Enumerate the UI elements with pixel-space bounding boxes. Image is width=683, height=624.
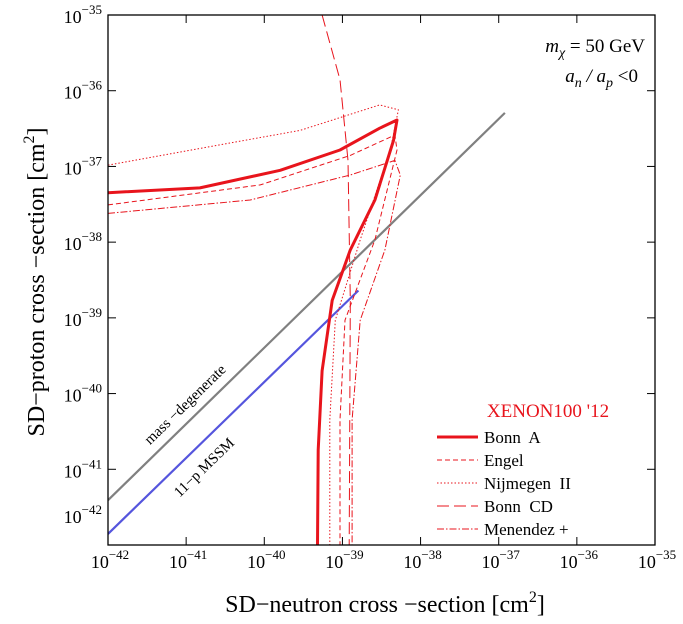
x-tick-label: 10−41: [169, 547, 207, 572]
x-tick-label: 10−39: [325, 547, 363, 572]
y-tick-label: 10−36: [64, 78, 103, 103]
reference-line: [108, 289, 360, 535]
mass-annotation: mχ = 50 GeV: [545, 36, 645, 61]
x-tick-label: 10−36: [560, 547, 599, 572]
plot-frame: [107, 14, 656, 546]
legend-label: Bonn CD: [484, 497, 553, 516]
series-line: [108, 159, 401, 545]
annotation-part: a: [565, 66, 575, 87]
x-axis-label-sup: 2: [529, 589, 537, 606]
series-line: [108, 134, 398, 545]
x-tick-label: 10−40: [247, 547, 285, 572]
y-axis-label: SD−proton cross −section [cm2]: [21, 127, 50, 436]
annotation-part: / a: [582, 66, 606, 87]
x-tick-label: 10−37: [482, 547, 521, 572]
y-axis-label-sup: 2: [21, 135, 38, 143]
ratio-annotation: an / ap <0: [565, 66, 638, 91]
legend-label: Engel: [484, 451, 524, 470]
legend-title: XENON100 '12: [487, 401, 609, 422]
y-tick-label: 10−42: [64, 502, 102, 527]
series-line: [108, 118, 399, 545]
y-tick-label: 10−39: [64, 305, 102, 330]
y-axis-label-text: SD−proton cross −section [cm: [24, 143, 50, 436]
legend-label: Nijmegen II: [484, 474, 571, 493]
x-axis-label: SD−neutron cross −section [cm2]: [225, 589, 545, 618]
annotation-part: <0: [613, 66, 638, 87]
legend-label: Menendez +: [484, 520, 569, 539]
x-axis-label-end: ]: [537, 592, 545, 618]
annotation-part: = 50 GeV: [565, 36, 645, 57]
y-tick-label: 10−38: [64, 229, 102, 254]
annotation-part: m: [545, 36, 559, 57]
y-tick-label: 10−35: [64, 2, 102, 27]
x-axis-label-text: SD−neutron cross −section [cm: [225, 592, 529, 618]
reference-line: [108, 112, 506, 501]
series-line: [321, 15, 351, 545]
y-tick-label: 10−40: [64, 381, 102, 406]
x-tick-label: 10−38: [403, 547, 441, 572]
annotation-part: p: [605, 76, 613, 91]
annotation-part: χ: [557, 46, 566, 61]
y-axis-label-end: ]: [24, 127, 50, 135]
x-tick-label: 10−42: [91, 547, 129, 572]
annotation-part: n: [575, 76, 582, 91]
series-line: [108, 104, 399, 545]
y-tick-label: 10−41: [64, 456, 102, 481]
x-tick-label: 10−35: [638, 547, 676, 572]
y-tick-label: 10−37: [64, 153, 103, 178]
legend-label: Bonn A: [484, 428, 541, 447]
